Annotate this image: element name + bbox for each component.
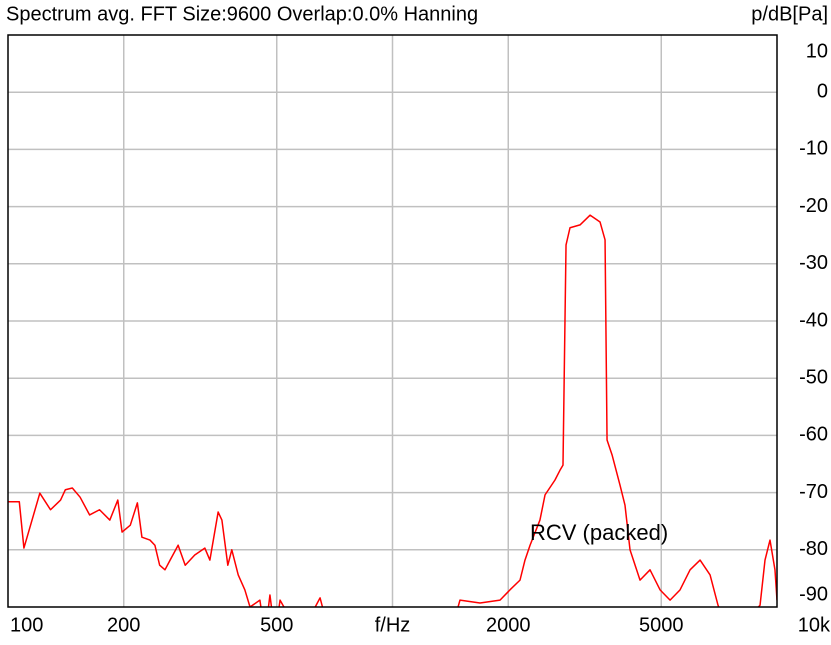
y-tick-label: -60 — [799, 424, 828, 446]
y-tick-label: -50 — [799, 366, 828, 388]
x-tick-label: 2000 — [486, 614, 531, 636]
y-tick-label: -20 — [799, 195, 828, 217]
x-tick-label: 100 — [10, 614, 43, 636]
y-tick-label: 10 — [806, 40, 828, 62]
y-axis-label: p/dB[Pa] — [751, 3, 828, 25]
y-tick-label: -10 — [799, 138, 828, 160]
spectrum-line — [8, 214, 777, 607]
x-tick-label: 500 — [260, 614, 293, 636]
y-tick-label: -40 — [799, 309, 828, 331]
y-tick-label: -30 — [799, 252, 828, 274]
x-tick-label: 5000 — [639, 614, 684, 636]
x-tick-label: 200 — [107, 614, 140, 636]
plot-frame — [7, 34, 778, 608]
y-tick-label: -80 — [799, 538, 828, 560]
chart-title: Spectrum avg. FFT Size:9600 Overlap:0.0%… — [6, 3, 478, 25]
annotation: RCV (packed) — [530, 520, 668, 545]
plot-lines — [8, 214, 777, 607]
y-tick-label: -70 — [799, 481, 828, 503]
x-tick-label: f/Hz — [375, 614, 411, 636]
y-tick-label: 0 — [817, 80, 828, 102]
x-tick-label: 10k — [798, 614, 831, 636]
grid — [8, 35, 777, 607]
y-tick-label: -90 — [799, 583, 828, 605]
tick-labels: 100 200 500 f/Hz 2000 5000 10k100-10-20-30-40-… — [10, 40, 831, 636]
